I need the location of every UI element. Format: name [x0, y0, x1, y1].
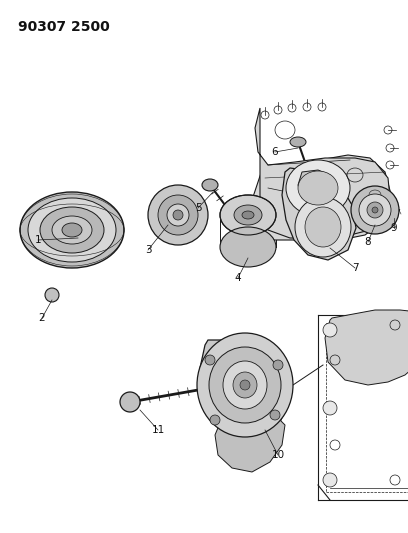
Polygon shape [298, 170, 334, 198]
Text: 90307 2500: 90307 2500 [18, 20, 110, 34]
Text: 9: 9 [391, 223, 397, 233]
Ellipse shape [62, 223, 82, 237]
Ellipse shape [351, 186, 399, 234]
Text: 8: 8 [365, 237, 371, 247]
Ellipse shape [209, 347, 281, 423]
Ellipse shape [233, 372, 257, 398]
Ellipse shape [323, 323, 337, 337]
Ellipse shape [167, 204, 189, 226]
Ellipse shape [240, 380, 250, 390]
Polygon shape [200, 340, 290, 432]
Ellipse shape [305, 207, 341, 247]
Polygon shape [325, 310, 408, 385]
Ellipse shape [220, 195, 276, 235]
Ellipse shape [45, 288, 59, 302]
Ellipse shape [323, 473, 337, 487]
Ellipse shape [367, 202, 383, 218]
Polygon shape [255, 108, 390, 238]
Ellipse shape [52, 216, 92, 244]
Ellipse shape [361, 197, 385, 213]
Polygon shape [215, 415, 285, 472]
Ellipse shape [295, 197, 351, 257]
Ellipse shape [290, 137, 306, 147]
Text: 1: 1 [35, 235, 41, 245]
Text: 10: 10 [271, 450, 284, 460]
Ellipse shape [158, 195, 198, 235]
Ellipse shape [173, 210, 183, 220]
Ellipse shape [286, 160, 350, 216]
Ellipse shape [223, 361, 267, 409]
Ellipse shape [270, 410, 280, 420]
Ellipse shape [273, 360, 283, 370]
Ellipse shape [202, 179, 218, 191]
Text: 4: 4 [235, 273, 241, 283]
Polygon shape [282, 168, 356, 260]
Ellipse shape [298, 171, 338, 205]
Ellipse shape [220, 227, 276, 267]
Ellipse shape [210, 415, 220, 425]
Ellipse shape [234, 205, 262, 225]
Text: 11: 11 [151, 425, 164, 435]
Text: 7: 7 [352, 263, 358, 273]
Ellipse shape [359, 194, 391, 226]
Text: 2: 2 [39, 313, 45, 323]
Ellipse shape [120, 392, 140, 412]
Ellipse shape [28, 198, 116, 262]
Ellipse shape [148, 185, 208, 245]
Ellipse shape [372, 207, 378, 213]
Ellipse shape [197, 333, 293, 437]
Text: 3: 3 [145, 245, 151, 255]
Ellipse shape [20, 192, 124, 268]
Polygon shape [248, 155, 392, 240]
Ellipse shape [323, 401, 337, 415]
Text: 5: 5 [195, 203, 201, 213]
Ellipse shape [242, 211, 254, 219]
Ellipse shape [40, 207, 104, 253]
Ellipse shape [205, 355, 215, 365]
Text: 6: 6 [272, 147, 278, 157]
